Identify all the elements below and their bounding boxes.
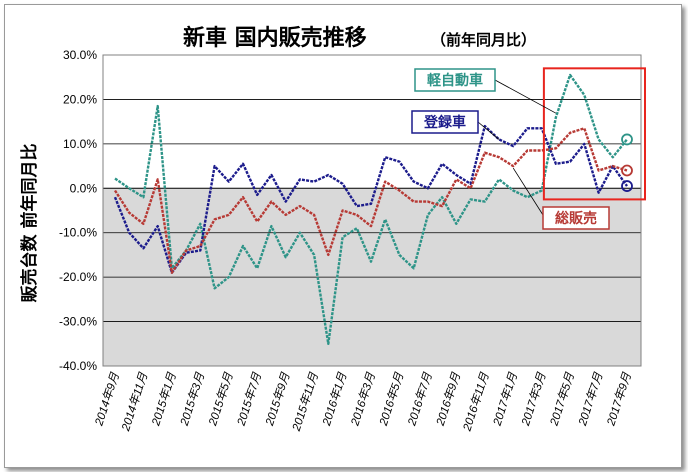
y-tick-label: -30.0% xyxy=(59,315,97,329)
x-tick-label: 2014年11月 xyxy=(119,370,151,433)
x-tick-label: 2016年1月 xyxy=(320,370,350,428)
x-tick-label: 2016年11月 xyxy=(460,370,492,433)
label-kei: 軽自動車 xyxy=(414,68,557,114)
x-tick-label: 2016年5月 xyxy=(377,370,407,428)
chart-frame: 新車 国内販売推移 （前年同月比） 販売台数 前年同月比 30.0% 20.0% 1… xyxy=(4,4,682,468)
chart-title: 新車 国内販売推移 xyxy=(183,25,367,51)
x-tick-label: 2015年9月 xyxy=(263,370,293,428)
touroku-leader-line xyxy=(477,121,500,140)
plot-area-border xyxy=(102,54,642,367)
x-tick-label: 2016年3月 xyxy=(348,370,378,428)
end-markers xyxy=(621,133,633,192)
x-tick-label: 2015年7月 xyxy=(234,370,264,428)
label-total: 総販売 xyxy=(512,167,610,230)
y-tick-label: 30.0% xyxy=(63,48,97,62)
x-tick-label: 2016年7月 xyxy=(405,370,435,428)
x-tick-label: 2017年1月 xyxy=(490,370,520,428)
chart-subtitle: （前年同月比） xyxy=(431,31,536,49)
end-marker-0 xyxy=(621,133,633,146)
y-tick-label: 20.0% xyxy=(63,92,97,106)
x-tick-label: 2015年3月 xyxy=(178,370,208,428)
end-marker-1 xyxy=(621,180,633,192)
y-tick-label: -20.0% xyxy=(59,270,97,284)
total-label-box xyxy=(542,206,610,230)
line-chart: 新車 国内販売推移 （前年同月比） 販売台数 前年同月比 30.0% 20.0% 1… xyxy=(19,25,647,433)
y-tick-label: -10.0% xyxy=(59,226,97,240)
series-lines xyxy=(113,73,628,345)
x-tick-label: 2015年1月 xyxy=(149,370,179,428)
touroku-label-text: 登録車 xyxy=(423,114,466,131)
x-tick-label: 2017年9月 xyxy=(604,370,634,428)
x-tick-label: 2014年9月 xyxy=(92,370,122,428)
y-tick-label: 10.0% xyxy=(63,137,97,151)
series-line-0 xyxy=(114,73,628,345)
x-tick-label: 2016年9月 xyxy=(434,370,464,428)
kei-leader-line xyxy=(494,79,557,114)
y-tick-label: 0.0% xyxy=(70,181,98,195)
highlight-box xyxy=(542,67,647,201)
total-label-text: 総販売 xyxy=(555,210,597,227)
label-touroku: 登録車 xyxy=(411,110,500,140)
total-leader-line xyxy=(512,167,544,216)
y-axis-label: 販売台数 前年同月比 xyxy=(19,144,40,303)
series-line-2 xyxy=(113,127,628,274)
y-axis-ticks: 30.0% 20.0% 10.0% 0.0% -10.0% -20.0% -30.0% -40… xyxy=(59,48,97,373)
x-tick-label: 2017年3月 xyxy=(519,370,549,428)
touroku-label-box xyxy=(411,110,479,134)
y-tick-label: -40.0% xyxy=(59,359,97,373)
x-tick-label: 2017年5月 xyxy=(547,370,577,428)
kei-label-box xyxy=(414,68,496,92)
kei-label-text: 軽自動車 xyxy=(427,72,483,89)
end-marker-2 xyxy=(621,164,633,177)
x-tick-label: 2015年5月 xyxy=(206,370,236,428)
series-line-1 xyxy=(113,124,628,274)
x-tick-label: 2017年7月 xyxy=(576,370,606,428)
x-tick-label: 2015年11月 xyxy=(290,370,322,433)
